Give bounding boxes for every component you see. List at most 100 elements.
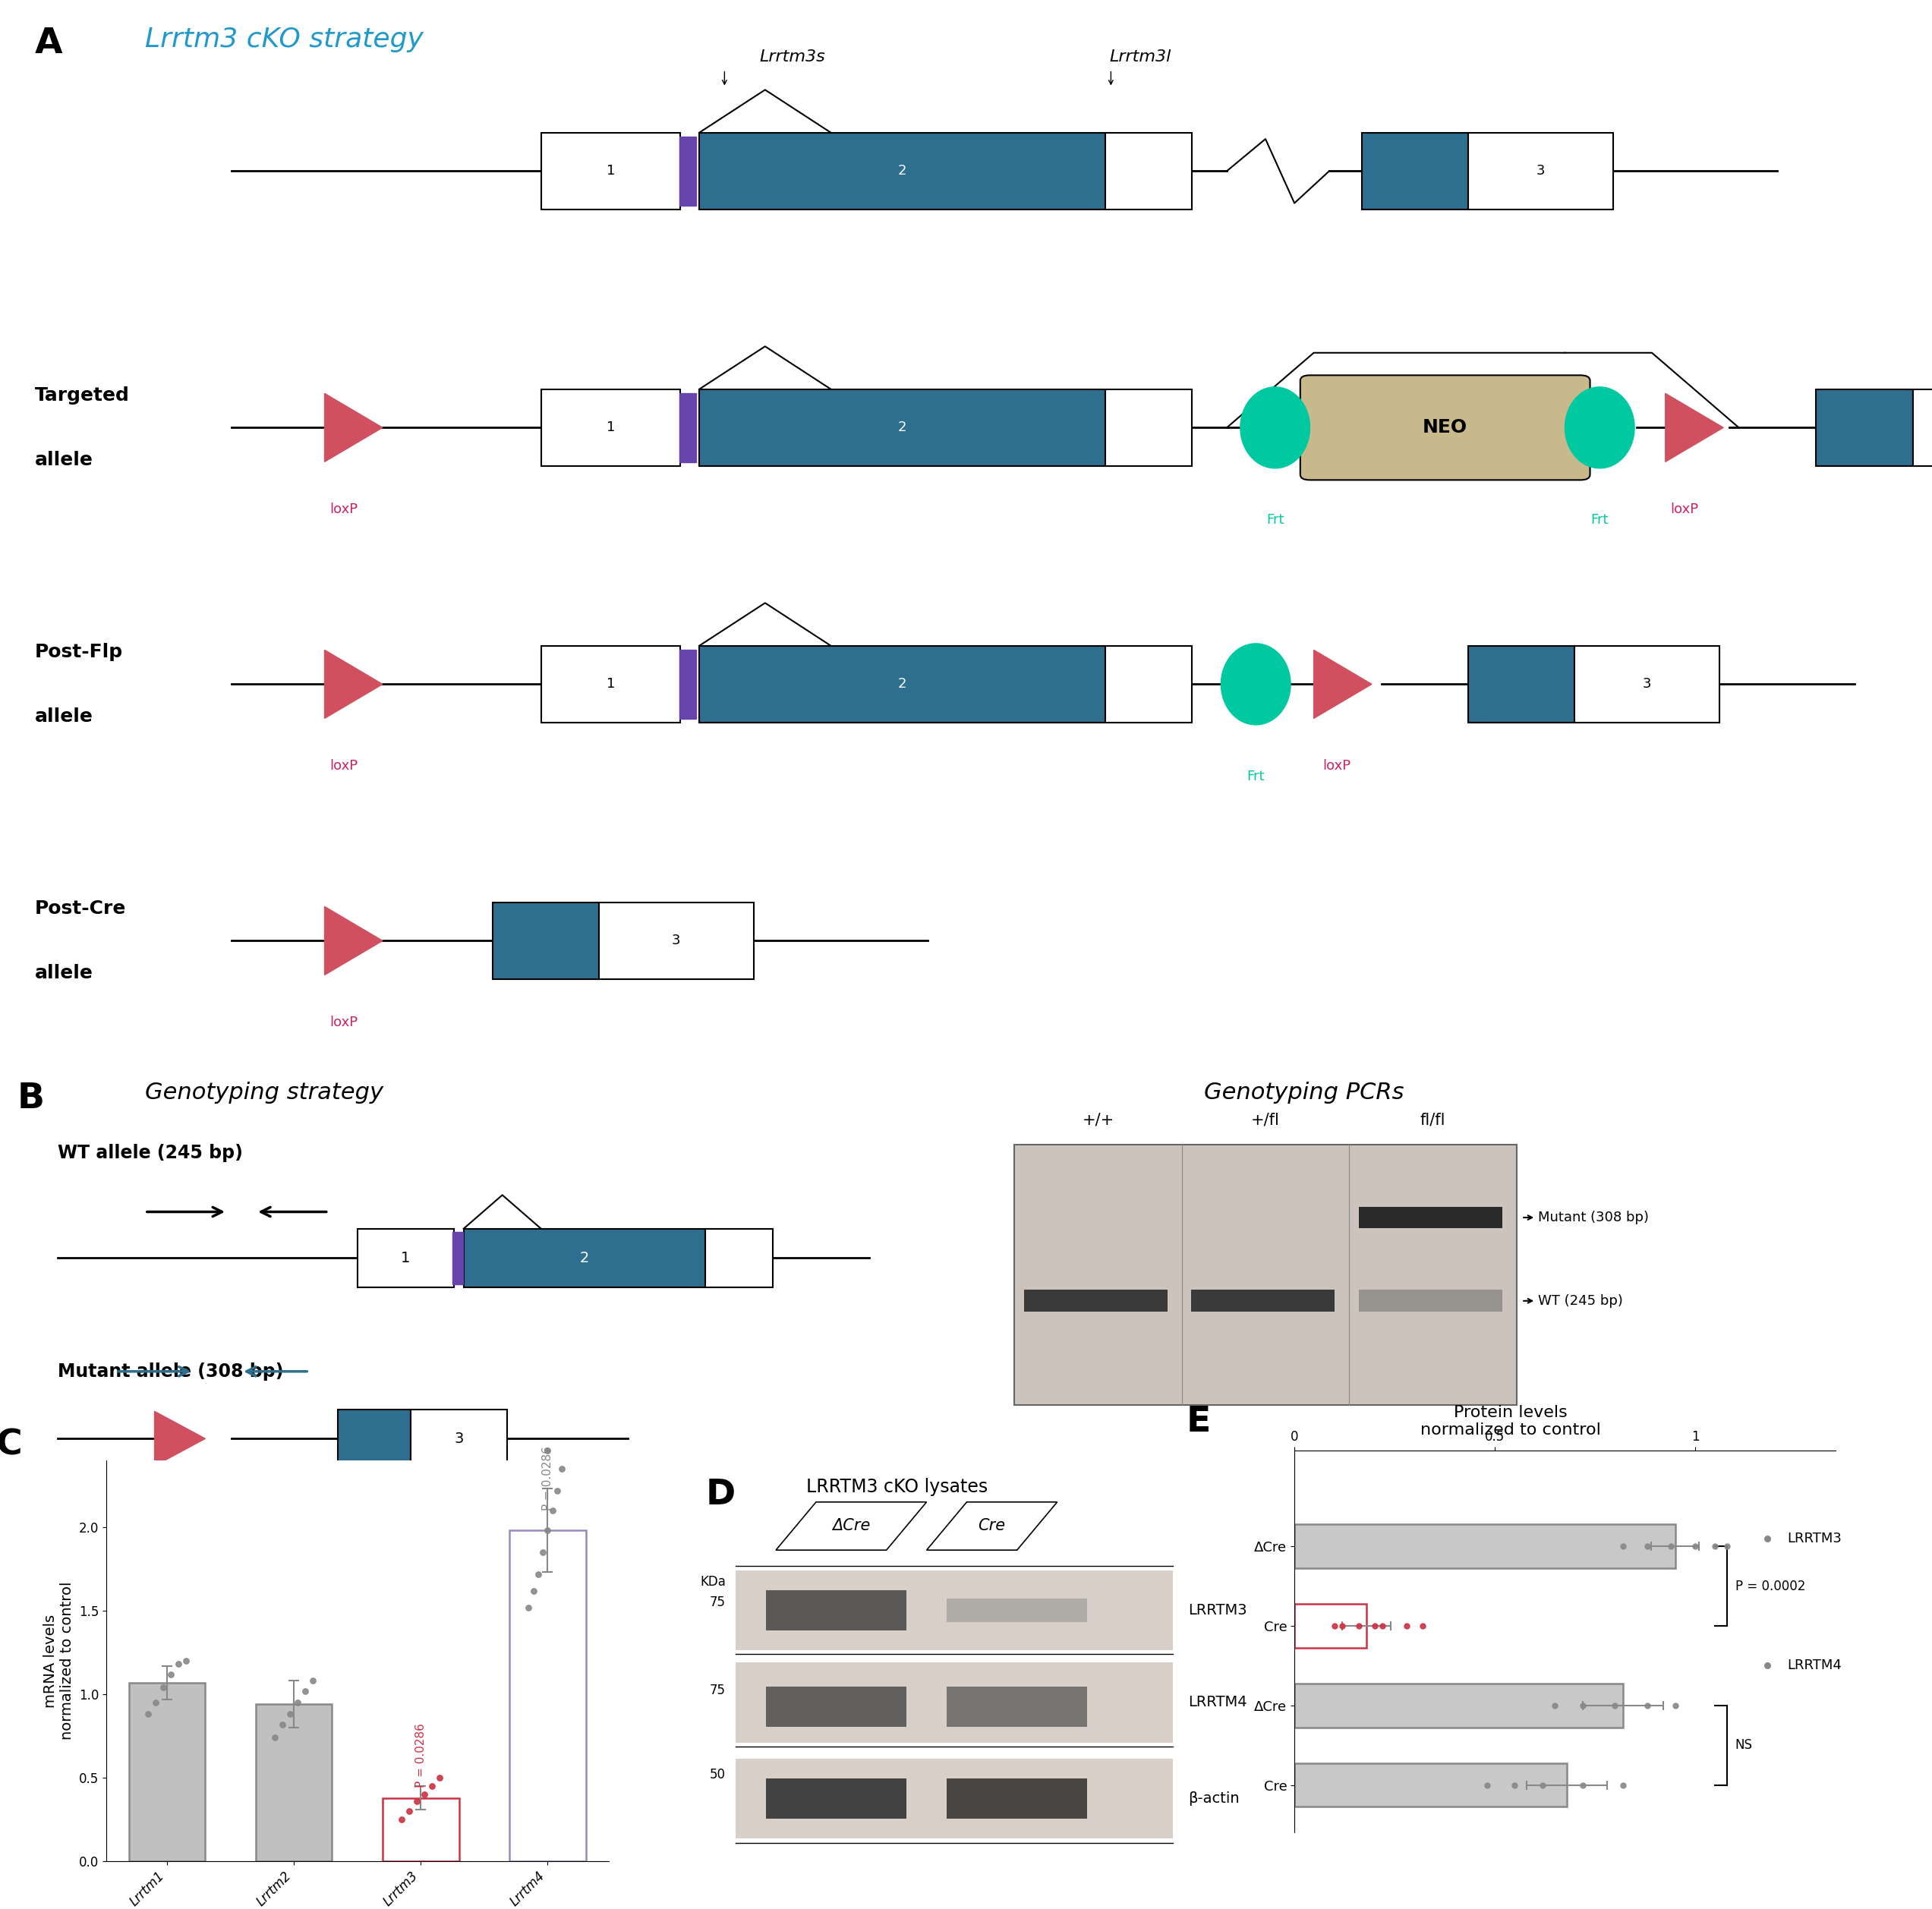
Point [1633,1531,1663,1562]
Bar [510,1531,585,1861]
Text: +/+: +/+ [1082,1113,1115,1128]
Bar [1816,389,1913,466]
Bar [1358,1206,1503,1229]
Text: 1: 1 [607,164,614,178]
Point [531,1516,562,1546]
Bar [1105,389,1192,466]
Text: WT allele (245 bp): WT allele (245 bp) [58,1143,243,1163]
Point [1656,1531,1687,1562]
Bar [680,649,696,720]
Bar [736,1569,1173,1649]
Text: loxP: loxP [330,760,357,773]
Bar [452,1231,464,1285]
Point [417,1772,448,1802]
Bar [1575,645,1719,724]
Text: Genotyping strategy: Genotyping strategy [145,1082,383,1103]
Point [386,1804,417,1835]
Point [162,1649,193,1680]
Bar [541,645,680,724]
Polygon shape [1665,393,1723,462]
Text: loxP: loxP [176,1481,207,1495]
Point [551,1428,582,1458]
Point [1660,1689,1690,1720]
Point [1567,1689,1598,1720]
Bar [1192,1290,1335,1311]
Text: C: C [0,1428,21,1462]
Bar [736,1663,1173,1743]
Point [1752,1649,1783,1682]
Text: LRRTM3 cKO lysates: LRRTM3 cKO lysates [806,1478,987,1497]
Text: 3: 3 [672,934,680,947]
Text: Lrrtm3s: Lrrtm3s [759,50,825,65]
Bar [541,132,680,210]
Bar [1105,645,1192,724]
Bar [1468,132,1613,210]
Polygon shape [927,1502,1057,1550]
Polygon shape [325,907,383,975]
Point [402,1787,433,1817]
Point [1406,1611,1437,1642]
Text: loxP: loxP [1323,760,1350,773]
Point [259,1722,290,1752]
Point [1607,1770,1638,1800]
Text: B: B [17,1082,44,1115]
Text: ΔCre: ΔCre [833,1518,869,1533]
Point [1343,1611,1374,1642]
Point [149,1672,180,1703]
Polygon shape [325,393,383,462]
Bar [464,1229,705,1287]
Point [1320,1611,1350,1642]
Text: NS: NS [1735,1739,1752,1752]
Text: allele: allele [35,451,93,470]
Bar [1362,132,1468,210]
Bar [1294,1525,1675,1567]
Text: LRRTM3: LRRTM3 [1188,1604,1246,1617]
Text: 3: 3 [1536,164,1546,178]
Text: Post-Flp: Post-Flp [35,643,124,661]
Polygon shape [777,1502,927,1550]
Point [527,1537,558,1567]
Text: β-actin: β-actin [1188,1791,1238,1806]
Bar [765,1779,906,1819]
Text: Post-Cre: Post-Cre [35,899,126,918]
Point [1528,1770,1559,1800]
Text: E: E [1186,1405,1211,1439]
Text: 75: 75 [709,1684,726,1697]
Point [524,1558,554,1588]
Point [1472,1770,1503,1800]
Bar [255,1705,332,1861]
Point [394,1796,425,1827]
Point [514,1592,545,1623]
Text: 2: 2 [898,164,906,178]
Bar [493,903,599,979]
Text: 1: 1 [402,1250,410,1266]
Text: 2: 2 [898,420,906,435]
Text: 2: 2 [898,678,906,691]
Text: P = 0.0286: P = 0.0286 [415,1724,427,1787]
Polygon shape [325,649,383,718]
Point [170,1646,201,1676]
Point [155,1659,185,1689]
Point [425,1762,456,1793]
Point [518,1575,549,1605]
Point [290,1676,321,1707]
Text: WT (245 bp): WT (245 bp) [1538,1294,1623,1308]
Bar [541,389,680,466]
Bar [338,1409,410,1468]
Text: 75: 75 [709,1596,726,1609]
Text: Frt: Frt [1246,769,1265,783]
Text: Cre: Cre [978,1518,1005,1533]
Bar [357,1229,454,1287]
Text: Mutant (308 bp): Mutant (308 bp) [1538,1210,1648,1224]
Bar [765,1686,906,1726]
Bar [599,903,753,979]
Bar [680,136,696,206]
Text: Lrrtm3 cKO strategy: Lrrtm3 cKO strategy [145,27,423,53]
Point [1358,1611,1389,1642]
Bar [1294,1684,1623,1728]
Text: Protein levels
normalized to control: Protein levels normalized to control [1420,1405,1602,1437]
Point [1607,1531,1638,1562]
Bar [1913,389,1932,466]
Text: P = 0.0286: P = 0.0286 [543,1447,553,1510]
Point [133,1699,164,1730]
